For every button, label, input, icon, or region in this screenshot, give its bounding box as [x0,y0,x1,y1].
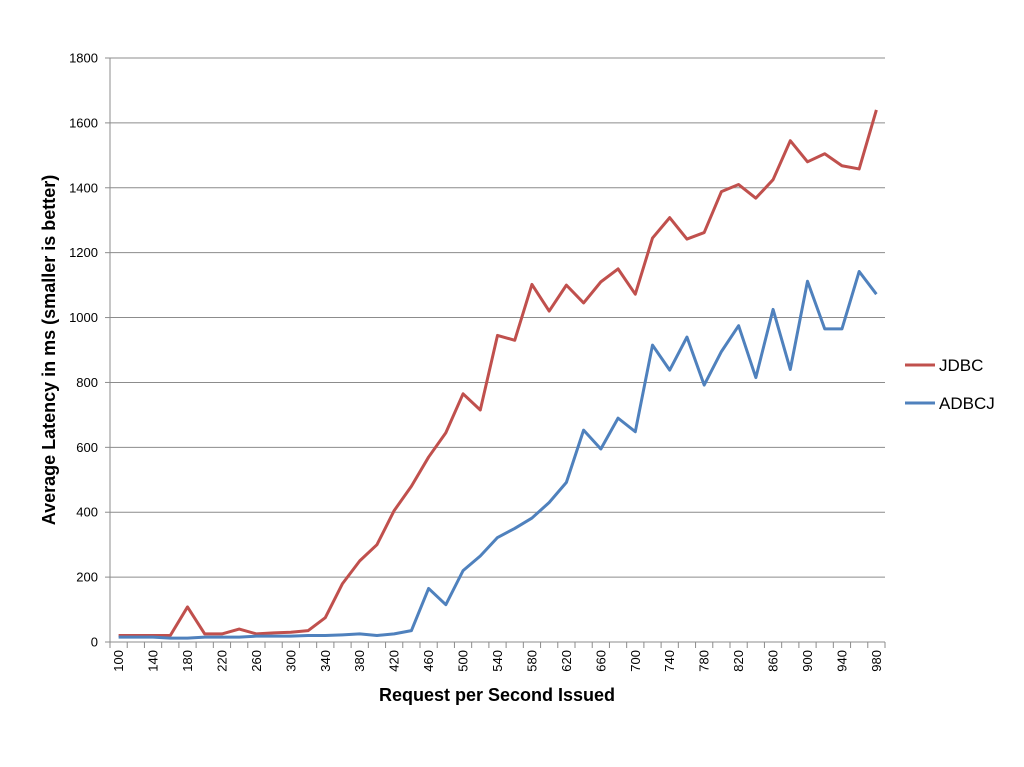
x-tick-label: 900 [800,650,815,672]
x-tick-label: 140 [146,650,161,672]
legend-label-adbcj: ADBCJ [939,394,995,413]
y-tick-label: 800 [76,375,98,390]
series-line-jdbc [118,109,878,638]
x-tick-labels: 100 140 180 220 260 300 340 380 420 460 500 540 580 6… [111,650,884,672]
x-tick-label: 980 [869,650,884,672]
x-tick-label: 620 [559,650,574,672]
y-axis-title: Average Latency in ms (smaller is better… [39,175,59,525]
y-tick-label: 600 [76,440,98,455]
x-tick-label: 380 [352,650,367,672]
y-tick-label: 1400 [69,180,98,195]
x-tick-label: 540 [490,650,505,672]
y-tick-label: 1200 [69,245,98,260]
x-tick-label: 860 [766,650,781,672]
x-axis-title: Request per Second Issued [379,685,615,705]
series-lines [118,109,878,640]
x-tick-label: 940 [834,650,849,672]
y-tick-label: 1000 [69,310,98,325]
x-tick-label: 420 [387,650,402,672]
x-tick-label: 260 [249,650,264,672]
axes [109,58,886,648]
x-tick-label: 100 [111,650,126,672]
x-tick-label: 500 [456,650,471,672]
x-tick-label: 220 [214,650,229,672]
x-tick-label: 580 [524,650,539,672]
series-line-adbcj [118,269,878,640]
x-tick-label: 780 [697,650,712,672]
legend: JDBC ADBCJ [905,356,995,413]
y-tick-label: 1800 [69,51,98,66]
x-tick-label: 660 [593,650,608,672]
y-tick-label: 200 [76,570,98,585]
y-tick-labels: 0 200 400 600 800 1000 1200 1400 1600 1800 [69,51,98,650]
x-tick-label: 820 [731,650,746,672]
gridlines [105,57,885,643]
legend-label-jdbc: JDBC [939,356,983,375]
x-tick-label: 340 [318,650,333,672]
x-tick-label: 740 [662,650,677,672]
y-tick-label: 0 [91,635,98,650]
x-tick-label: 700 [628,650,643,672]
x-tick-label: 180 [180,650,195,672]
y-tick-label: 1600 [69,115,98,130]
x-tick-label: 300 [283,650,298,672]
x-tick-label: 460 [421,650,436,672]
y-tick-label: 400 [76,505,98,520]
